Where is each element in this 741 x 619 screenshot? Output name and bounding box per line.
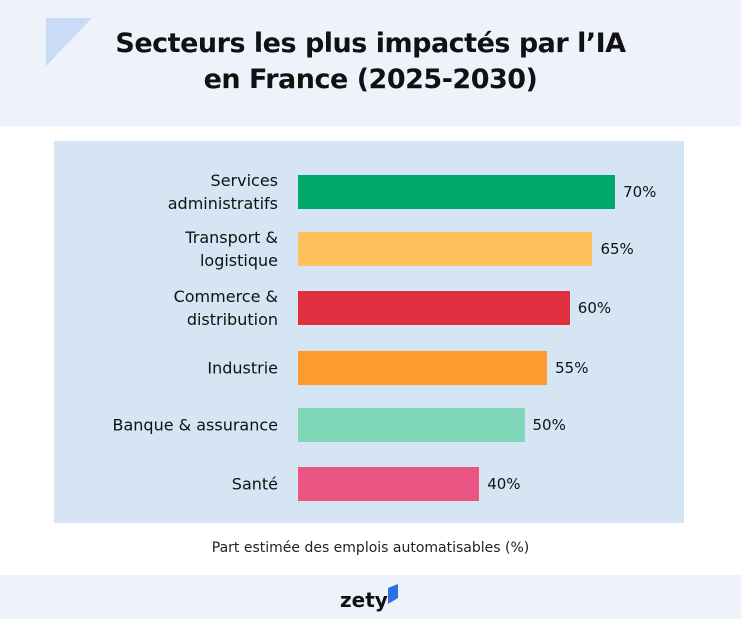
category-label: Industrie bbox=[207, 358, 278, 378]
category-label: Commerce & distribution bbox=[173, 287, 278, 329]
value-label: 55% bbox=[555, 359, 589, 377]
value-label: 40% bbox=[487, 475, 521, 493]
corner-triangle bbox=[46, 18, 92, 66]
category-label: Banque & assurance bbox=[112, 415, 279, 435]
x-axis-label: Part estimée des emplois automatisables … bbox=[211, 540, 530, 556]
bar bbox=[298, 175, 616, 209]
category-label: Transport & logistique bbox=[185, 228, 278, 270]
footer-band bbox=[0, 575, 741, 619]
category-label: Services administratifs bbox=[167, 171, 278, 213]
header-band bbox=[0, 0, 741, 126]
brand-icon bbox=[388, 584, 398, 604]
brand-logo: zety bbox=[340, 588, 388, 612]
chart-title: Secteurs les plus impactés par l’IA en F… bbox=[115, 28, 626, 95]
bar bbox=[298, 291, 570, 325]
value-label: 70% bbox=[623, 183, 657, 201]
value-label: 60% bbox=[577, 299, 612, 317]
bar bbox=[298, 232, 593, 266]
bar bbox=[298, 467, 480, 501]
bar bbox=[298, 351, 548, 385]
category-label: Santé bbox=[231, 474, 278, 494]
bar bbox=[298, 408, 525, 442]
value-label: 50% bbox=[532, 416, 566, 434]
value-label: 65% bbox=[600, 240, 634, 258]
